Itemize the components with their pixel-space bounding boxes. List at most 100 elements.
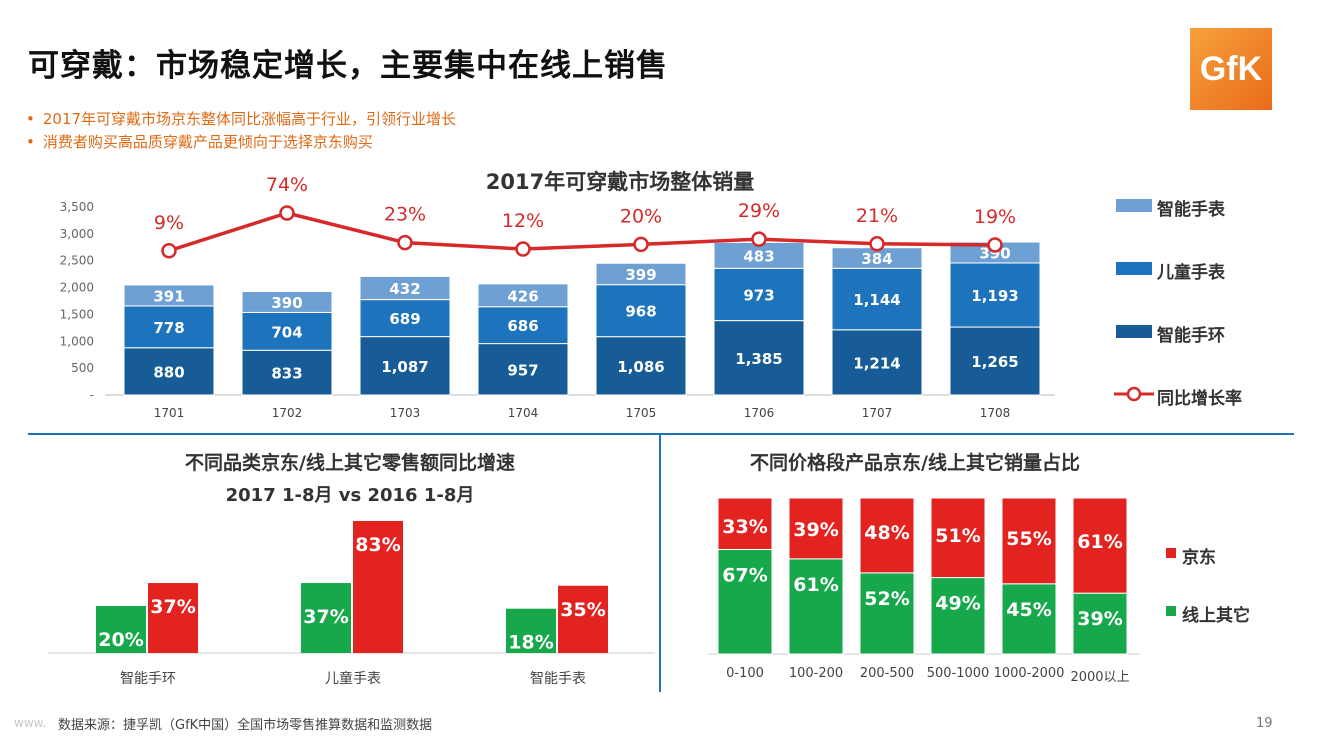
bar-value-label: 61% [1077,531,1122,553]
bar-value-label: 689 [389,310,420,328]
growth-rate-label: 12% [502,210,544,232]
x-tick-label: 500-1000 [927,666,990,681]
growth-rate-label: 9% [154,212,184,234]
bar-value-label: 37% [303,606,348,628]
bar-value-label: 52% [864,588,909,610]
bar-kids-watch [949,262,1041,328]
y-tick-label: - [90,388,94,402]
bar-value-label: 83% [355,534,400,556]
page-number: 19 [1256,716,1273,731]
x-tick-label: 1707 [862,406,893,420]
bar-value-label: 1,265 [971,353,1018,371]
growth-rate-point [161,243,177,259]
bar-value-label: 384 [861,250,892,268]
legend-swatch-jd [1166,548,1176,558]
legend-label-smartwatch: 智能手表 [1157,200,1225,220]
bar-other-online [788,558,844,655]
bar-jd [930,497,986,579]
bar-jd [1072,497,1128,594]
y-tick-label: 3,500 [60,200,94,214]
x-tick-label: 1703 [390,406,421,420]
bar-value-label: 432 [389,280,420,298]
sales-stacked-bar-chart: 3,500 3,000 2,500 2,000 1,500 1,000 500 - 880 778… [60,174,1055,420]
bar-value-label: 1,144 [853,291,900,309]
bar-other-online [717,548,773,655]
bar-band [713,320,805,396]
data-source-note: 数据来源：捷孚凯（GfK中国）全国市场零售推算数据和监测数据 [58,718,433,733]
bar-value-label: 686 [507,317,538,335]
bar-smartwatch [477,283,569,308]
bar-value-label: 390 [271,294,302,312]
legend-swatch-kids-watch [1116,262,1152,275]
bar-other-online [930,577,986,655]
bar-smartwatch [595,262,687,286]
bar-value-label: 48% [864,522,909,544]
y-tick-label: 2,500 [60,254,94,268]
growth-rate-label: 20% [620,205,662,227]
bar-value-label: 39% [1077,608,1122,630]
bar-jd [859,497,915,574]
bar-value-label: 49% [935,593,980,615]
growth-rate-point [279,205,295,221]
watermark: www. [14,716,47,730]
horizontal-divider [28,433,1294,435]
x-tick-label: 智能手表 [530,671,586,687]
legend-label-kids-watch: 儿童手表 [1157,263,1225,283]
bar-value-label: 833 [271,365,302,383]
growth-rate-line [168,211,996,253]
x-tick-label: 1708 [980,406,1011,420]
bar-value-label: 35% [560,599,605,621]
growth-rate-point [397,234,413,251]
x-tick-label: 儿童手表 [325,670,381,687]
x-tick-label: 0-100 [726,666,764,681]
bar-value-label: 399 [625,266,656,284]
bar-kids-watch [713,267,805,322]
page-title: 可穿戴：市场稳定增长，主要集中在线上销售 [28,48,668,84]
bullet-1: 2017年可穿戴市场京东整体同比涨幅高于行业，引领行业增长 [26,108,456,129]
y-tick-label: 1,500 [60,307,94,321]
bar-smartwatch [241,290,333,313]
bar-value-label: 390 [979,244,1010,262]
bar-jd [558,585,608,653]
bar-value-label: 973 [743,286,774,304]
x-tick-label: 2000以上 [1070,670,1129,685]
growth-rate-label: 21% [856,205,898,227]
growth-rate-label: 29% [738,200,780,222]
legend-label-jd: 京东 [1182,548,1216,568]
bar-other-online [859,572,915,655]
bar-value-label: 67% [722,564,767,586]
bar-kids-watch [831,267,923,331]
bar-smartwatch [123,284,215,307]
x-tick-label: 1704 [508,406,539,420]
bar-kids-watch [123,305,215,349]
x-tick-label: 1701 [154,406,185,420]
bar-other-online [506,608,556,653]
bar-band [477,343,569,396]
x-tick-label: 200-500 [860,666,914,681]
bar-value-label: 391 [153,287,184,305]
bar-other-online [1072,592,1128,655]
x-tick-label: 1702 [272,406,303,420]
x-tick-label: 1706 [744,406,775,420]
y-tick-label: 3,000 [60,227,94,241]
x-tick-label: 1705 [626,406,657,420]
bar-other-online [301,583,351,653]
legend-growth-line-icon [1114,386,1154,402]
bar-other-online [96,606,146,653]
legend-label-other-online: 线上其它 [1182,606,1250,626]
bar-value-label: 18% [508,632,553,654]
bar-value-label: 968 [625,303,656,321]
bar-value-label: 704 [271,323,302,341]
sales-chart-title: 2017年可穿戴市场整体销量 [485,170,755,194]
bar-band [359,336,451,396]
growth-rate-label: 23% [384,204,426,226]
bar-jd [148,583,198,653]
bar-value-label: 1,193 [971,287,1018,305]
growth-rate-point [515,241,531,257]
bar-jd [1001,497,1057,585]
bar-band [123,347,215,396]
bar-kids-watch [595,284,687,338]
category-growth-chart: 20% 37% 智能手环 37% 83% 儿童手表 18% 35% 智能手表 [48,520,655,687]
bar-kids-watch [241,311,333,351]
growth-chart-title: 不同品类京东/线上其它零售额同比增速 [185,452,515,474]
